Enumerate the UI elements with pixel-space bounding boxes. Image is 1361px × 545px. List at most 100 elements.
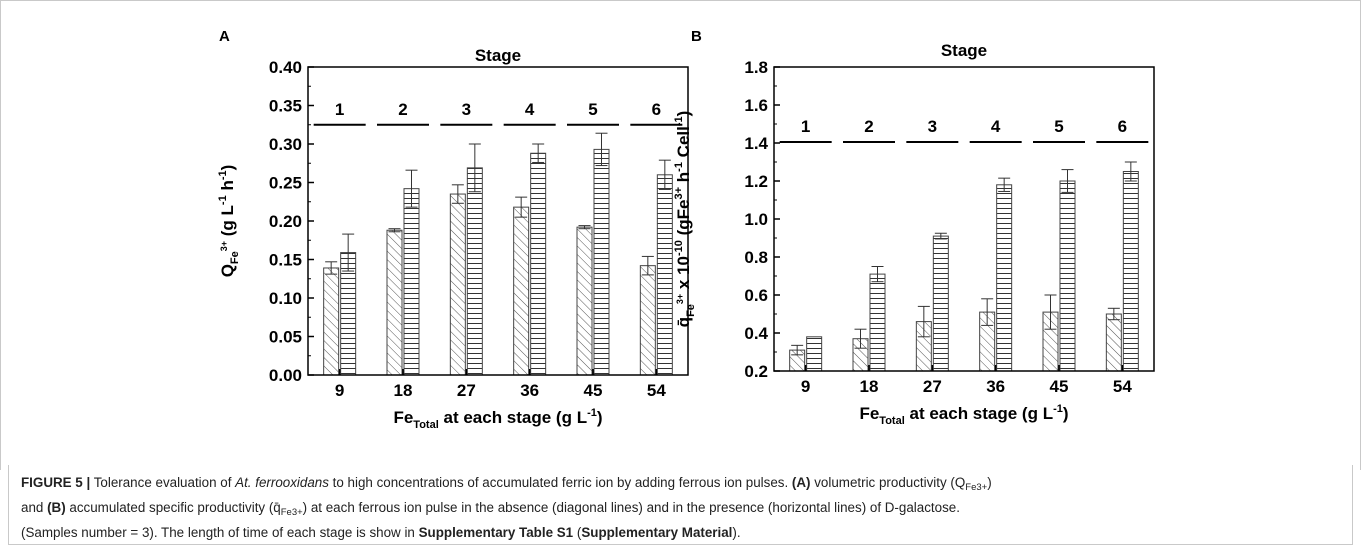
x-label-sub: Total <box>413 419 438 431</box>
panel-b-letter: B <box>691 28 702 45</box>
y-label-rest: (g L <box>218 205 237 241</box>
y-label-sup2: -10 <box>673 240 685 256</box>
panel-a-bar-horizontal <box>530 152 547 376</box>
panel-a-y-tick-label: 0.10 <box>269 289 302 308</box>
panel-a-letter: A <box>219 28 230 45</box>
panel-a-stage-number: 5 <box>588 100 597 119</box>
panel-a-y-tick-label: 0.35 <box>269 97 302 116</box>
x-label-sub: Total <box>879 415 904 427</box>
panel-b-y-tick-label: 0.4 <box>744 324 768 343</box>
panel-b-x-axis-label: FeTotal at each stage (g L-1) <box>859 403 1068 427</box>
y-label-sup: 3+ <box>675 294 685 304</box>
panel-b-stage-number: 6 <box>1118 117 1127 136</box>
caption-text-2: to high concentrations of accumulated fe… <box>328 475 792 490</box>
x-label-end: ) <box>597 408 603 427</box>
panel-a-stage-number: 2 <box>398 100 407 119</box>
panel-b-y-tick-label: 0.6 <box>744 286 768 305</box>
panel-a-x-tick-label: 45 <box>584 381 603 400</box>
panel-a-y-tick-label: 0.40 <box>269 58 302 77</box>
panel-b-stage-number: 4 <box>991 117 1001 136</box>
panel-b-bar-horizontal <box>996 184 1013 372</box>
panel-b-stage-number: 5 <box>1054 117 1063 136</box>
panel-b-x-tick-label: 45 <box>1050 377 1069 396</box>
panel-b-y-tick-label: 1.4 <box>744 134 768 153</box>
panel-b-y-tick-label: 1.8 <box>744 58 768 77</box>
panel-b-bar-horizontal <box>869 273 886 372</box>
panel-a-y-tick-label: 0.15 <box>269 251 302 270</box>
panel-a-bar-horizontal <box>593 148 610 376</box>
caption-label: FIGURE 5 | <box>21 475 91 490</box>
panel-a-x-tick-label: 9 <box>335 381 344 400</box>
panel-b-x-tick-label: 54 <box>1113 377 1132 396</box>
caption-text-7: ) at each ferrous ion pulse in the absen… <box>302 500 960 515</box>
caption-supp-material: Supplementary Material <box>581 525 733 540</box>
panel-b-y-tick-label: 1.6 <box>744 96 768 115</box>
y-label-sup3: -1 <box>217 170 229 180</box>
panel-b-bar-horizontal <box>1059 180 1076 372</box>
panel-b-x-tick-label: 36 <box>986 377 1005 396</box>
panel-a-y-tick-label: 0.20 <box>269 212 302 231</box>
caption-qbar: q̄ <box>273 500 281 515</box>
panel-a-y-axis-label: QFe3+ (g L-1 h-1) <box>217 165 241 278</box>
panel-a-x-tick-label: 18 <box>394 381 413 400</box>
panel-a-y-tick-label: 0.30 <box>269 135 302 154</box>
panel-b-y-tick-label: 1.2 <box>744 172 768 191</box>
panel-a-bar-diagonal <box>639 265 656 376</box>
panel-b-bar-horizontal <box>806 336 823 372</box>
panel-b-x-tick-label: 27 <box>923 377 942 396</box>
y-label-end: ) <box>674 111 693 117</box>
panel-a-x-tick-label: 54 <box>647 381 666 400</box>
panel-a-chart: A Stage 0.00 0.05 0.10 0.15 0.20 0.25 0.30 0.35 0.… <box>217 28 689 431</box>
caption-sub-1: Fe3+ <box>965 482 988 493</box>
x-label-sup: -1 <box>587 407 597 419</box>
panel-b-stage-number: 1 <box>801 117 810 136</box>
panel-a-x-axis-label: FeTotal at each stage (g L-1) <box>393 407 602 431</box>
panel-a-stage-number: 4 <box>525 100 535 119</box>
caption-supp-table: Supplementary Table S1 <box>418 525 574 540</box>
panel-b-stage-number: 3 <box>928 117 937 136</box>
x-label-main: Fe <box>393 408 413 427</box>
y-label-main: q̄ <box>674 317 693 327</box>
panel-a-bar-diagonal <box>323 267 340 376</box>
y-label-main: Q <box>218 264 237 277</box>
y-label-sup5: -1 <box>673 116 685 126</box>
caption-text-9: ( <box>573 525 582 540</box>
panel-b-x-tick-label: 9 <box>801 377 810 396</box>
caption-a-label: (A) <box>791 475 811 490</box>
x-label-sup: -1 <box>1053 403 1063 415</box>
panel-a-plot-frame <box>307 66 689 376</box>
y-label-rest3: h <box>674 172 693 187</box>
x-label-main: Fe <box>859 404 879 423</box>
panel-a-x-tick-label: 36 <box>520 381 539 400</box>
panel-b-bar-diagonal <box>1105 313 1122 372</box>
panel-a-bar-diagonal <box>386 229 403 376</box>
panel-a-x-tick-label: 27 <box>457 381 476 400</box>
figure-caption: FIGURE 5 | Tolerance evaluation of At. f… <box>8 465 1353 545</box>
caption-text-4: ) <box>987 475 992 490</box>
y-label-sup2: -1 <box>217 195 229 205</box>
caption-text-5: and <box>21 500 48 515</box>
panel-a-y-tick-label: 0.25 <box>269 174 302 193</box>
panel-b-plot-frame <box>773 66 1155 372</box>
panel-a-bar-diagonal <box>449 193 466 376</box>
panel-a-bar-diagonal <box>576 226 593 376</box>
panel-a-bar-horizontal <box>466 167 483 376</box>
caption-b-label: (B) <box>47 500 66 515</box>
x-label-rest: at each stage (g L <box>439 408 587 427</box>
x-label-end: ) <box>1063 404 1069 423</box>
caption-text-6: accumulated specific productivity ( <box>65 500 274 515</box>
panel-b-y-axis-label: q̄Fe3+ x 10-10 (gFe3+ h-1 Cell-1) <box>673 111 697 328</box>
caption-text-3: volumetric productivity (Q <box>810 475 966 490</box>
caption-text-1: Tolerance evaluation of <box>90 475 236 490</box>
panel-b-bar-horizontal <box>932 235 949 372</box>
panel-a-bar-horizontal <box>403 188 420 376</box>
x-label-rest: at each stage (g L <box>905 404 1053 423</box>
caption-text-10: ). <box>732 525 741 540</box>
y-label-rest2: h <box>218 180 237 195</box>
panel-a-stage-number: 1 <box>335 100 344 119</box>
caption-sub-2: Fe3+ <box>280 507 303 518</box>
y-label-sup: 3+ <box>219 241 229 251</box>
panel-b-x-tick-label: 18 <box>860 377 879 396</box>
